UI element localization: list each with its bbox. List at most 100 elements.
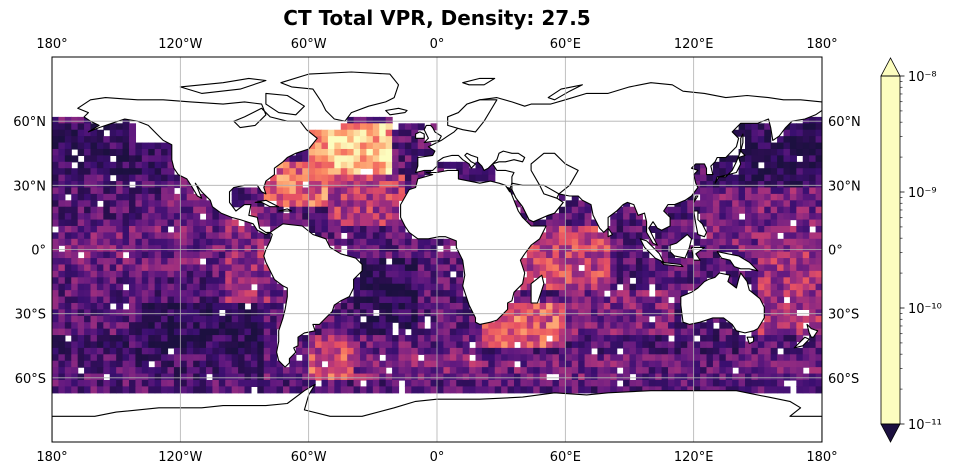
- data-cell: [719, 213, 727, 221]
- data-cell: [116, 354, 124, 362]
- data-cell: [64, 148, 72, 156]
- data-cell: [154, 302, 162, 310]
- data-cell: [353, 379, 361, 387]
- data-cell: [295, 213, 303, 221]
- data-cell: [430, 341, 438, 349]
- data-cell: [161, 379, 169, 387]
- data-cell: [430, 322, 438, 330]
- data-cell: [360, 232, 368, 240]
- data-cell: [327, 129, 335, 137]
- land-madagascar: [530, 274, 545, 304]
- data-cell: [571, 386, 579, 394]
- data-cell: [103, 367, 111, 375]
- data-cell: [757, 148, 765, 156]
- data-cell: [809, 123, 817, 131]
- data-cell: [360, 270, 368, 278]
- data-cell: [77, 270, 85, 278]
- data-cell: [270, 335, 278, 343]
- data-cell: [796, 174, 804, 182]
- data-cell: [558, 213, 566, 221]
- data-cell: [167, 270, 175, 278]
- data-cell: [263, 360, 271, 368]
- data-cell: [751, 123, 759, 131]
- data-cell: [250, 341, 258, 349]
- data-cell: [514, 322, 522, 330]
- data-cell: [719, 174, 727, 182]
- data-cell: [635, 322, 643, 330]
- data-cell: [815, 296, 822, 304]
- data-cell: [173, 225, 181, 233]
- data-cell: [392, 386, 400, 394]
- data-cell: [770, 219, 778, 227]
- data-cell: [802, 200, 810, 208]
- data-cell: [366, 341, 374, 349]
- data-cell: [360, 290, 368, 298]
- data-cell: [276, 219, 284, 227]
- data-cell: [141, 148, 149, 156]
- data-cell: [353, 341, 361, 349]
- data-cell: [449, 315, 457, 323]
- data-cell: [96, 161, 104, 169]
- data-cell: [52, 322, 60, 330]
- data-cell: [103, 354, 111, 362]
- data-cell: [719, 335, 727, 343]
- data-cell: [411, 123, 419, 131]
- data-cell: [193, 200, 201, 208]
- data-cell: [443, 245, 451, 253]
- data-cell: [366, 270, 374, 278]
- data-cell: [366, 136, 374, 144]
- data-cell: [539, 219, 547, 227]
- data-cell: [116, 379, 124, 387]
- data-cell: [321, 148, 329, 156]
- data-cell: [302, 193, 310, 201]
- data-cell: [173, 347, 181, 355]
- data-cell: [597, 232, 605, 240]
- data-cell: [815, 302, 822, 310]
- data-cell: [385, 354, 393, 362]
- data-cell: [738, 219, 746, 227]
- data-cell: [546, 379, 554, 387]
- data-cell: [456, 283, 464, 291]
- data-cell: [770, 232, 778, 240]
- data-cell: [565, 258, 573, 266]
- data-cell: [148, 187, 156, 195]
- data-cell: [212, 347, 220, 355]
- data-cell: [783, 322, 791, 330]
- data-cell: [173, 206, 181, 214]
- data-cell: [712, 200, 720, 208]
- data-cell: [135, 142, 143, 150]
- data-cell: [591, 277, 599, 285]
- data-cell: [167, 341, 175, 349]
- data-cell: [244, 328, 252, 336]
- data-cell: [135, 219, 143, 227]
- data-cell: [546, 347, 554, 355]
- data-cell: [475, 328, 483, 336]
- data-cell: [154, 219, 162, 227]
- data-cell: [745, 206, 753, 214]
- data-cell: [347, 116, 355, 124]
- data-cell: [154, 187, 162, 195]
- data-cell: [777, 283, 785, 291]
- data-cell: [180, 258, 188, 266]
- data-cell: [84, 161, 92, 169]
- data-cell: [802, 258, 810, 266]
- data-cell: [250, 225, 258, 233]
- data-cell: [212, 360, 220, 368]
- data-cell: [161, 200, 169, 208]
- data-cell: [141, 367, 149, 375]
- data-cell: [481, 373, 489, 381]
- data-cell: [90, 258, 98, 266]
- data-cell: [250, 238, 258, 246]
- data-cell: [591, 354, 599, 362]
- data-cell: [84, 251, 92, 259]
- data-cell: [372, 174, 380, 182]
- data-cell: [64, 360, 72, 368]
- data-cell: [700, 206, 708, 214]
- data-cell: [218, 347, 226, 355]
- data-cell: [578, 315, 586, 323]
- data-cell: [520, 379, 528, 387]
- data-cell: [443, 341, 451, 349]
- data-cell: [109, 187, 117, 195]
- data-cell: [411, 148, 419, 156]
- data-cell: [745, 367, 753, 375]
